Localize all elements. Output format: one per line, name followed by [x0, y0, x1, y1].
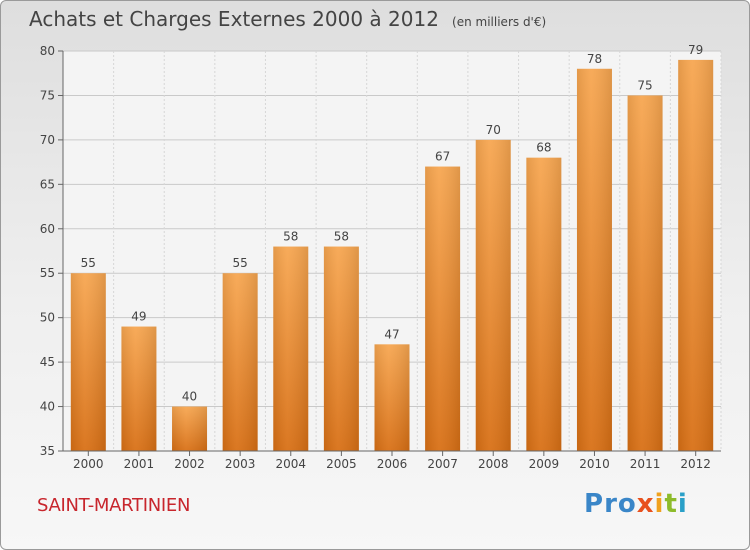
- logo-letter: t: [664, 489, 678, 519]
- bar-shade: [627, 95, 663, 451]
- bar-shade: [475, 139, 511, 451]
- x-tick-label: 2009: [529, 457, 560, 471]
- bar-shade: [70, 273, 106, 451]
- bar-value-label: 67: [435, 150, 450, 164]
- bar-value-label: 55: [233, 256, 248, 270]
- x-tick-label: 2011: [630, 457, 661, 471]
- bar-shade: [323, 246, 359, 451]
- logo-letter: i: [677, 489, 688, 519]
- place-name: SAINT-MARTINIEN: [37, 495, 191, 516]
- logo-letter: P: [584, 489, 605, 519]
- bar-value-label: 75: [637, 78, 652, 92]
- logo-letter: i: [654, 489, 665, 519]
- y-tick-label: 80: [40, 44, 55, 58]
- bar-value-label: 55: [81, 256, 96, 270]
- bar-value-label: 58: [334, 230, 349, 244]
- proxiti-logo: Proxiti: [584, 489, 688, 519]
- y-tick-label: 50: [40, 311, 55, 325]
- y-tick-label: 55: [40, 266, 55, 280]
- x-tick-label: 2007: [427, 457, 458, 471]
- x-tick-label: 2006: [377, 457, 408, 471]
- logo-letter: r: [604, 489, 618, 519]
- bar-value-label: 68: [536, 141, 551, 155]
- y-tick-label: 45: [40, 355, 55, 369]
- bar-shade: [273, 246, 309, 451]
- bar-value-label: 58: [283, 230, 298, 244]
- bar-shade: [425, 166, 461, 452]
- x-tick-label: 2001: [124, 457, 155, 471]
- bar-shade: [576, 68, 612, 452]
- bar-shade: [526, 157, 562, 451]
- bar-shade: [121, 326, 157, 451]
- chart-unit: (en milliers d'€): [452, 15, 547, 29]
- bar-shade: [374, 344, 410, 451]
- chart-title-text: Achats et Charges Externes 2000 à 2012: [29, 7, 439, 31]
- bar-value-label: 79: [688, 43, 703, 57]
- bar-shade: [172, 406, 208, 451]
- x-tick-label: 2005: [326, 457, 357, 471]
- y-tick-label: 75: [40, 88, 55, 102]
- x-tick-label: 2003: [225, 457, 256, 471]
- y-tick-label: 65: [40, 177, 55, 191]
- bar-value-label: 49: [131, 310, 146, 324]
- x-tick-label: 2000: [73, 457, 104, 471]
- y-tick-label: 35: [40, 444, 55, 458]
- bar-value-label: 47: [384, 327, 399, 341]
- y-tick-label: 60: [40, 222, 55, 236]
- logo-letter: x: [636, 489, 655, 519]
- x-tick-label: 2004: [275, 457, 306, 471]
- x-tick-label: 2010: [579, 457, 610, 471]
- x-tick-label: 2008: [478, 457, 509, 471]
- bar-value-label: 40: [182, 390, 197, 404]
- bar-value-label: 78: [587, 52, 602, 66]
- bar-shade: [222, 273, 258, 451]
- logo-letter: o: [617, 489, 637, 519]
- bar-shade: [678, 59, 714, 452]
- bar-value-label: 70: [486, 123, 501, 137]
- y-tick-label: 70: [40, 133, 55, 147]
- x-tick-label: 2012: [680, 457, 711, 471]
- x-tick-label: 2002: [174, 457, 205, 471]
- chart-title: Achats et Charges Externes 2000 à 2012 (…: [29, 7, 546, 31]
- y-tick-label: 40: [40, 400, 55, 414]
